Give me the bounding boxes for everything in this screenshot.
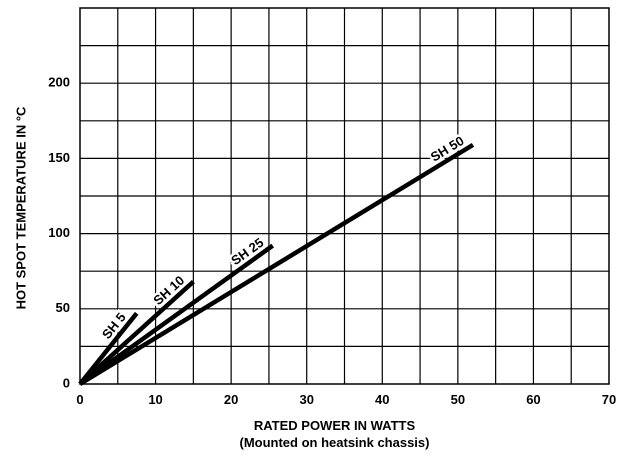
x-axis-title: RATED POWER IN WATTS <box>254 418 416 433</box>
x-tick-label: 50 <box>451 392 465 407</box>
x-tick-label: 60 <box>526 392 540 407</box>
x-tick-label: 10 <box>148 392 162 407</box>
x-tick-label: 40 <box>375 392 389 407</box>
y-tick-label: 50 <box>56 300 70 315</box>
series-line-sh-50 <box>78 142 475 386</box>
x-tick-label: 20 <box>224 392 238 407</box>
y-tick-labels: 0 50 100 150 200 <box>48 75 70 391</box>
x-tick-label: 0 <box>76 392 83 407</box>
x-tick-label: 30 <box>299 392 313 407</box>
y-axis-title: HOT SPOT TEMPERATURE IN °C <box>13 106 28 309</box>
y-tick-label: 150 <box>48 150 70 165</box>
series-line-sh-25 <box>78 243 275 386</box>
y-tick-label: 0 <box>63 375 70 390</box>
x-tick-label: 70 <box>602 392 616 407</box>
x-axis-subtitle: (Mounted on heatsink chassis) <box>240 435 430 450</box>
series-line-sh-5 <box>78 311 139 386</box>
y-tick-label: 100 <box>48 225 70 240</box>
plot-frame <box>79 7 610 385</box>
series-lines <box>78 142 475 386</box>
x-tick-labels: 0 10 20 30 40 50 60 70 <box>76 392 616 407</box>
series-line-sh-10 <box>78 280 195 386</box>
y-tick-label: 200 <box>48 75 70 90</box>
grid <box>80 8 609 384</box>
